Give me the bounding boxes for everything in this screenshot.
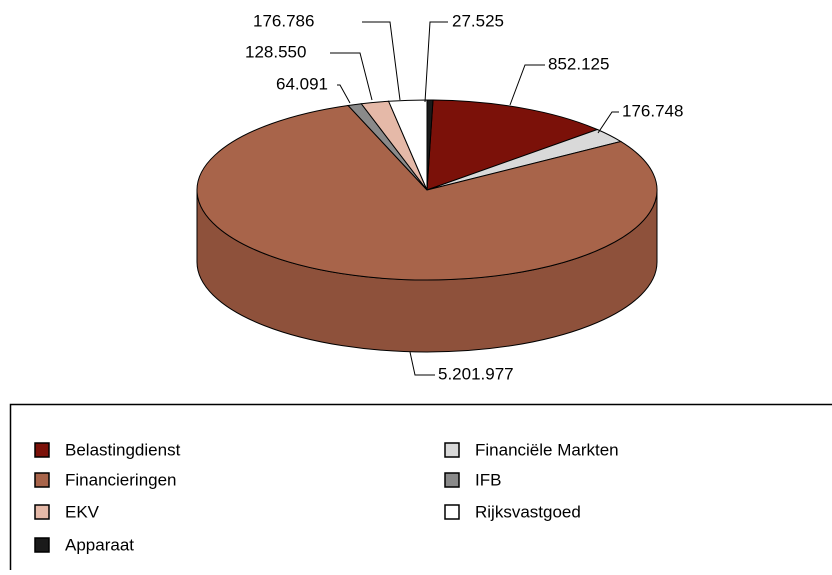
data-label: 176.748: [622, 101, 683, 120]
legend-label: Apparaat: [65, 535, 134, 554]
leader-line: [410, 352, 435, 375]
legend-swatch: [35, 473, 49, 487]
legend-label: Financieringen: [65, 470, 177, 489]
leader-line: [337, 85, 350, 103]
legend-swatch: [35, 538, 49, 552]
legend-swatch: [445, 473, 459, 487]
data-label: 128.550: [245, 42, 306, 61]
legend-swatch: [35, 443, 49, 457]
legend-label: Financiële Markten: [475, 440, 619, 459]
pie-tops: [197, 100, 657, 280]
legend-swatch: [445, 505, 459, 519]
leader-line: [362, 22, 400, 100]
data-label: 176.786: [253, 11, 314, 30]
data-label: 852.125: [548, 54, 609, 73]
legend-label: IFB: [475, 470, 501, 489]
legend-label: Rijksvastgoed: [475, 502, 581, 521]
legend-label: EKV: [65, 502, 100, 521]
data-label: 64.091: [276, 74, 328, 93]
legend-swatch: [445, 443, 459, 457]
leader-line: [598, 112, 619, 133]
legend-label: Belastingdienst: [65, 440, 181, 459]
leader-line: [330, 53, 372, 100]
data-label: 27.525: [452, 11, 504, 30]
leader-line: [425, 22, 448, 102]
legend-swatch: [35, 505, 49, 519]
leader-line: [510, 65, 545, 105]
data-label: 5.201.977: [438, 364, 514, 383]
